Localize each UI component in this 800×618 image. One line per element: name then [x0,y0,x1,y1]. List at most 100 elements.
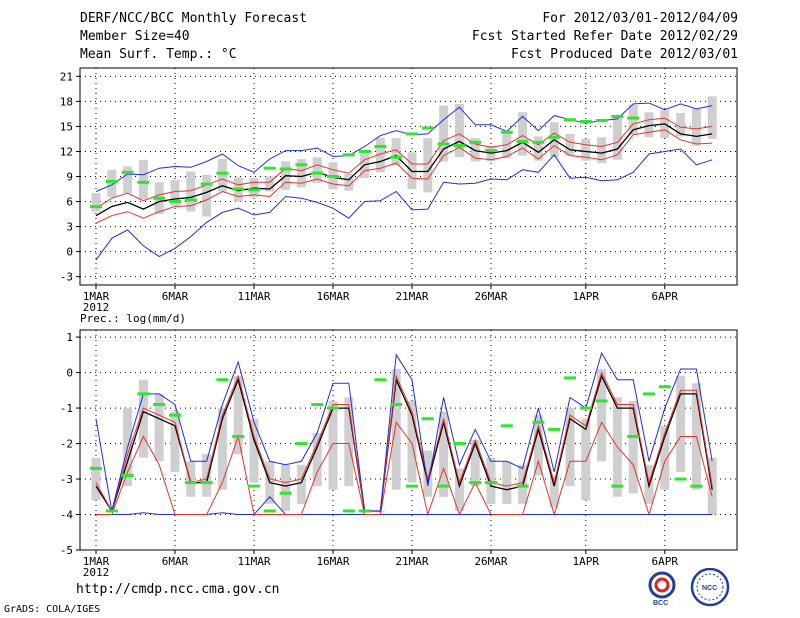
precip-obs-mark [153,403,166,407]
ncc-logo: NCC [690,568,730,607]
temp-range-box [170,179,180,206]
precip-ytick-label: -5 [60,544,73,557]
precip-obs-mark [200,481,213,485]
precip-xtick-label: 1MAR [83,555,110,568]
temp-min-envelope-line [95,148,713,261]
temp-range-box [707,96,717,139]
temp-obs-mark [516,139,529,143]
temp-obs-mark [90,205,102,209]
temp-range-box [581,138,591,161]
temp-obs-mark [564,118,576,122]
precip-range-box [565,408,575,487]
temp-xtick-label: 16MAR [316,290,349,303]
temp-obs-mark [216,171,229,175]
temp-obs-mark [169,200,181,204]
precip-obs-mark [658,385,671,389]
temp-range-box [202,174,212,217]
temp-range-box [391,138,401,166]
precip-range-box [154,393,164,462]
precip-obs-mark [579,406,592,410]
temp-obs-mark [263,166,276,170]
precip-range-box [217,408,227,490]
precip-frame [79,329,738,551]
temp-obs-mark [627,116,640,120]
precip-obs-mark [184,481,197,485]
precip-obs-mark [690,484,703,488]
temp-range-box [454,103,464,158]
precip-range-box [202,454,212,497]
precip-obs-mark [232,434,245,438]
temp-range-box [612,116,622,160]
precip-obs-mark [169,413,181,417]
precip-range-box [486,457,496,504]
temp-obs-mark [406,132,418,136]
temp-ytick-label: -3 [60,271,73,284]
temp-range-box [312,157,322,184]
temp-xtick-label: 6APR [652,290,679,303]
precip-range-box [454,468,464,511]
precip-obs-mark [137,392,150,396]
source-url[interactable]: http://cmdp.ncc.cma.gov.cn [76,582,280,597]
temp-obs-mark [137,180,150,184]
temp-range-box [123,166,133,194]
precip-obs-mark [121,473,134,477]
precip-lower-spread-line [96,421,713,517]
temp-range-box [676,113,686,137]
precip-range-box [533,415,543,476]
precip-ytick-label: -1 [60,402,73,415]
precip-obs-mark [643,392,655,396]
precip-obs-mark [390,403,403,407]
temp-range-box [186,171,196,212]
temp-ytick-label: 21 [60,70,73,83]
member-size-label: Member Size=40 [80,29,190,44]
precip-max-envelope-line [95,351,713,512]
precip-obs-mark [263,509,276,513]
precip-obs-mark [295,442,308,446]
precip-obs-mark [437,484,450,488]
temp-obs-mark [485,149,497,153]
precip-obs-mark [279,491,292,495]
precip-ytick-label: -2 [60,438,73,451]
precip-ytick-label: 0 [66,367,73,380]
temp-obs-mark [611,114,624,118]
bcc-logo: BCC [648,571,676,607]
precip-range-box [328,400,338,490]
precip-obs-mark [327,406,339,410]
chart-title: DERF/NCC/BCC Monthly Forecast [80,11,307,26]
precip-range-box [470,440,480,487]
precip-obs-mark [500,424,513,428]
precip-obs-mark [611,484,624,488]
grads-credit: GrADS: COLA/IGES [4,604,101,615]
bcc-logo-text: BCC [653,600,668,607]
precip-range-box [312,432,322,487]
precip-obs-mark [469,481,482,485]
precip-obs-mark [627,434,640,438]
temp-obs-mark [595,119,608,123]
precip-range-box [233,376,243,455]
variable-label: Mean Surf. Temp.: °C [80,47,237,62]
precip-range-box [439,411,449,497]
precip-xtick-label: 21MAR [395,555,428,568]
temp-range-box [91,193,101,212]
precip-range-box [597,369,607,462]
temp-obs-mark [342,153,355,157]
precip-obs-mark [90,466,102,470]
temp-xtick-label: 26MAR [474,290,507,303]
precip-range-box [407,400,417,483]
precip-obs-mark [564,376,576,380]
precip-obs-mark [216,378,229,382]
temp-obs-mark [437,142,450,146]
precip-xtick-year: 2012 [83,566,110,579]
precip-range-box [344,397,354,487]
precip-ytick-label: -4 [60,509,74,522]
temp-obs-mark [184,198,197,202]
temp-obs-mark [232,187,245,191]
temp-obs-mark [200,182,213,186]
precip-xtick-label: 6MAR [162,555,189,568]
precip-obs-mark [421,417,434,421]
temp-obs-mark [532,140,545,144]
precip-range-box [549,475,559,508]
ncc-logo-text: NCC [702,585,717,592]
precip-range-box [186,461,196,497]
temp-xtick-label: 6MAR [162,290,189,303]
